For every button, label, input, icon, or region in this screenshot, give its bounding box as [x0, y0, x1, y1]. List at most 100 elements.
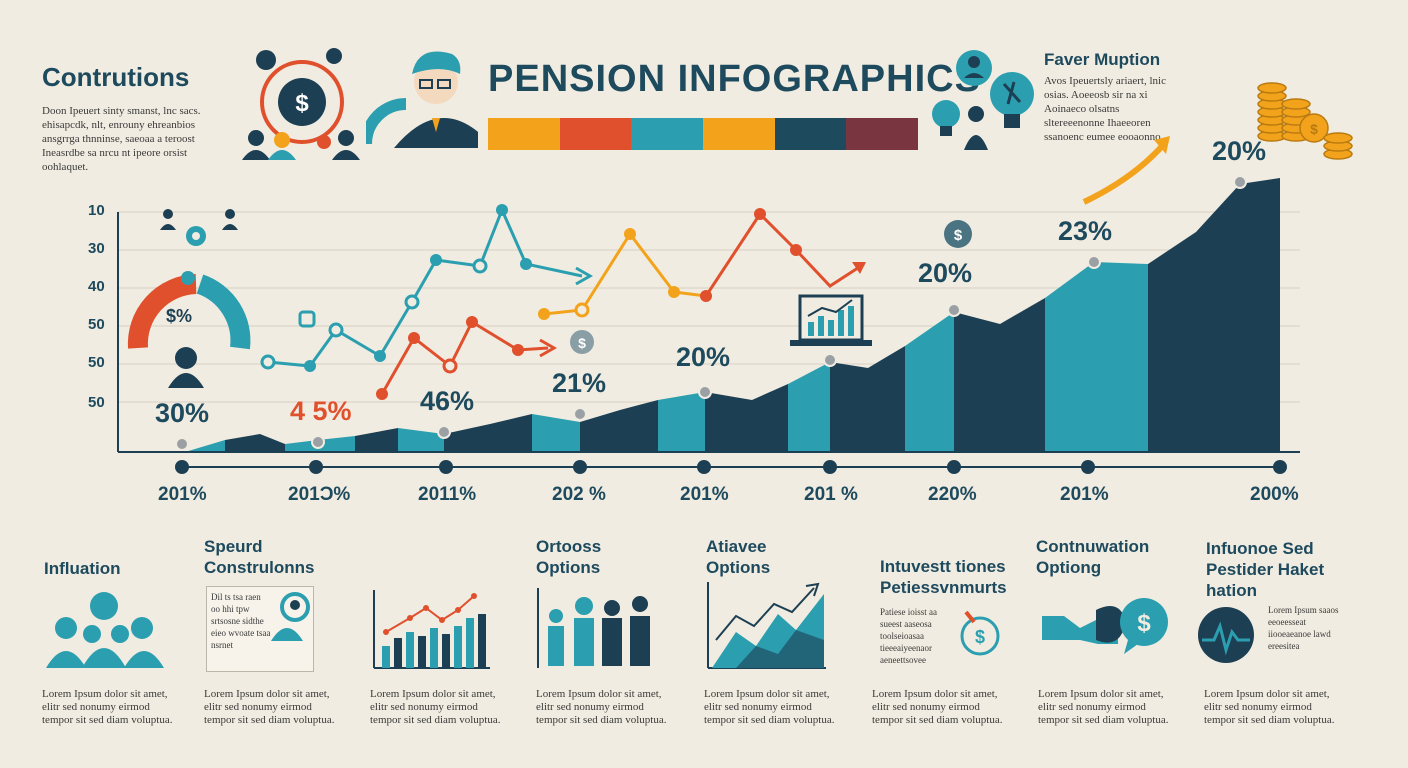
- percent-label: 20%: [1212, 136, 1267, 166]
- section-footer: Lorem Ipsum dolor sit amet, elitr sed no…: [1204, 688, 1335, 726]
- section-title-contnuwation: Contnuwation Optiong: [1036, 537, 1150, 577]
- bar-chart-icon: [373, 590, 490, 669]
- section-snippet: Patiese ioisst aa sueest aaseosa toolsei…: [880, 607, 937, 665]
- area-segment: [752, 384, 788, 452]
- section-snippet: Lorem Ipsum saaos eeoeesseat iiooeaeanoe…: [1268, 605, 1339, 651]
- area-segment: [788, 362, 830, 452]
- teal-trend-line: [267, 206, 583, 368]
- percent-label: 23%: [1058, 216, 1113, 246]
- x-axis-label: 220%: [928, 484, 977, 505]
- people-network-icon: $: [242, 48, 360, 160]
- lightbulb-ideas-icon: [932, 50, 1034, 150]
- section-footer: Lorem Ipsum dolor sit amet, elitr sed no…: [370, 688, 501, 726]
- growth-chart: $ $: [117, 175, 1300, 474]
- section-title-infuonoe: Infuonoe Sed Pestider Haket hation: [1206, 539, 1325, 600]
- percent-label: 30%: [155, 398, 210, 428]
- x-axis-label: 202 %: [552, 484, 606, 505]
- handshake-dollar-icon: $: [1042, 598, 1168, 654]
- area-segment: [532, 414, 580, 452]
- area-segment: [490, 414, 532, 452]
- area-segment: [355, 428, 398, 452]
- area-segment: [868, 346, 905, 452]
- area-segment: [580, 400, 658, 452]
- x-axis-label: 201%: [1060, 484, 1109, 505]
- y-tick-label: 10: [88, 202, 105, 219]
- team-group-icon: [46, 592, 164, 668]
- color-swatch-maroon: [846, 118, 919, 150]
- person-icon: [168, 347, 204, 388]
- area-segment: [185, 440, 225, 452]
- section-footer: Lorem Ipsum dolor sit amet, elitr sed no…: [536, 688, 667, 726]
- lock-icon: [298, 310, 316, 328]
- laptop-chart-icon: [790, 294, 872, 346]
- y-tick-label: 50: [88, 354, 105, 371]
- x-axis-label: 201%: [680, 484, 729, 505]
- people-settings-icon: [160, 209, 238, 246]
- x-axis-label: 200%: [1250, 484, 1299, 505]
- area-segment: [905, 312, 954, 452]
- color-swatch-gold: [703, 118, 775, 150]
- red-trend-line-1: [380, 319, 549, 395]
- x-axis-label: 201%: [158, 484, 207, 505]
- dollar-coin-icon: $: [570, 330, 594, 354]
- title-color-bar: [488, 118, 919, 150]
- area-segment: [398, 428, 444, 452]
- svg-text:$: $: [1137, 610, 1151, 637]
- percent-label: 46%: [420, 386, 475, 416]
- left-text: Doon Ipeuert sinty smanst, lnc sacs. ehi…: [42, 105, 201, 173]
- svg-text:$: $: [1310, 121, 1318, 137]
- y-tick-label: 50: [88, 316, 105, 333]
- section-title-speurd: Speurd Construlonns: [204, 537, 315, 577]
- area-segment: [658, 392, 705, 452]
- y-tick-label: 40: [88, 278, 105, 295]
- right-text: Avos Ipeuertsly ariaert, lnic osias. Aoe…: [1044, 75, 1166, 143]
- document-snippet: Dil ts tsa raen oo hhi tpw srtsosne sidt…: [211, 592, 271, 650]
- x-axis-label: 201 %: [804, 484, 858, 505]
- gauge-label: $%: [166, 306, 193, 326]
- magnifier-person-icon: [271, 592, 310, 641]
- red-trend-line-2: [704, 211, 865, 297]
- left-heading: Contrutions: [42, 62, 190, 92]
- area-segment: [954, 312, 1000, 452]
- gauge-icon: [127, 271, 251, 350]
- area-segment: [1000, 298, 1045, 452]
- document-card: Dil ts tsa raen oo hhi tpw srtsosne sidt…: [206, 586, 314, 672]
- percent-label: 20%: [918, 258, 973, 288]
- percent-label: 20%: [676, 342, 731, 372]
- area-segment: [705, 392, 752, 452]
- area-segment: [1094, 262, 1148, 452]
- color-swatch-red: [559, 118, 632, 150]
- percent-label: 21%: [552, 368, 607, 398]
- area-segment: [1045, 262, 1094, 452]
- business-people-icon: [537, 588, 650, 668]
- color-swatch-teal: [631, 118, 704, 150]
- x-axis-label: 201Ɔ%: [288, 484, 351, 505]
- color-swatch-orange: [488, 118, 560, 150]
- percent-label: 4 5%: [290, 396, 352, 426]
- section-title-atiavee: Atiavee Options: [706, 537, 771, 577]
- section-title-influation: Influation: [44, 559, 121, 578]
- page-title: PENSION INFOGRAPHICS: [488, 58, 981, 100]
- section-title-ortooss: Ortooss Options: [536, 537, 602, 577]
- dollar-badge-icon: $: [944, 220, 972, 248]
- area-segment: [1148, 232, 1196, 452]
- color-swatch-navy: [774, 118, 847, 150]
- coins-growth-icon: $: [1082, 82, 1353, 205]
- section-footer: Lorem Ipsum dolor sit amet, elitr sed no…: [204, 688, 335, 726]
- area-segment: [830, 362, 868, 452]
- section-footer: Lorem Ipsum dolor sit amet, elitr sed no…: [1038, 688, 1169, 726]
- y-tick-label: 50: [88, 394, 105, 411]
- section-footer: Lorem Ipsum dolor sit amet, elitr sed no…: [704, 688, 835, 726]
- dollar-magnifier-icon: $: [960, 610, 1000, 656]
- heartbeat-globe-icon: [1198, 607, 1254, 663]
- svg-text:$: $: [295, 90, 309, 117]
- right-heading: Faver Muption: [1044, 50, 1161, 69]
- svg-text:$: $: [578, 335, 586, 351]
- area-segment: [444, 424, 490, 452]
- y-tick-label: 30: [88, 240, 105, 257]
- advisor-avatar-icon: [366, 51, 478, 148]
- svg-text:$: $: [954, 227, 963, 244]
- section-title-intuvestt: Intuvestt tiones Petiessvnmurts: [880, 557, 1007, 597]
- area-segment: [225, 434, 285, 452]
- section-footer: Lorem Ipsum dolor sit amet, elitr sed no…: [872, 688, 1003, 726]
